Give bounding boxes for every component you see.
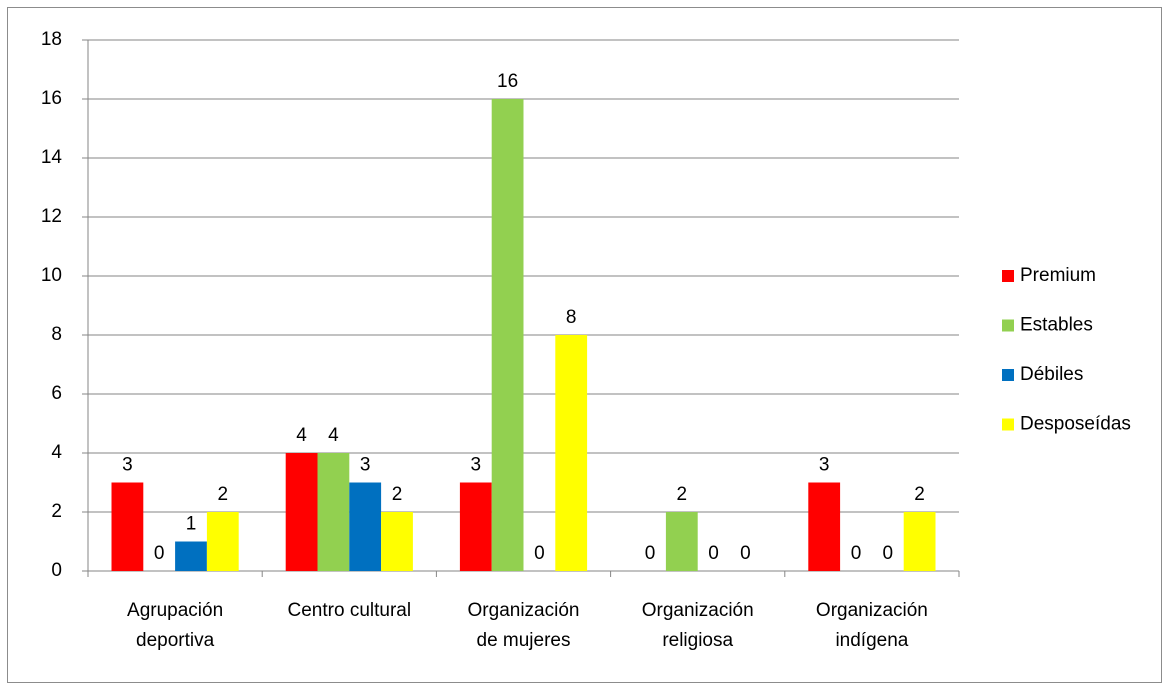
bar	[555, 335, 588, 571]
data-label: 3	[471, 455, 482, 476]
x-tick-label: Organización	[816, 600, 928, 621]
data-label: 1	[186, 514, 197, 535]
data-label: 2	[392, 484, 403, 505]
data-label: 0	[645, 543, 656, 564]
y-tick-label: 2	[51, 501, 62, 522]
legend-label: Débiles	[1020, 364, 1083, 385]
y-tick-label: 4	[51, 442, 62, 463]
bar	[491, 99, 524, 571]
data-label: 0	[534, 543, 545, 564]
bar	[285, 453, 318, 571]
x-tick-label: de mujeres	[477, 630, 571, 651]
x-tick-label: deportiva	[136, 630, 215, 651]
data-label: 16	[497, 71, 518, 92]
bar	[175, 541, 207, 571]
data-label: 3	[360, 455, 371, 476]
y-tick-label: 14	[41, 147, 63, 168]
bar	[665, 512, 698, 571]
x-tick-label: Organización	[468, 600, 580, 621]
data-label: 0	[708, 543, 719, 564]
y-tick-label: 18	[41, 29, 62, 50]
data-label: 3	[819, 455, 830, 476]
data-label: 0	[740, 543, 751, 564]
data-label: 3	[122, 455, 133, 476]
bar	[349, 482, 382, 571]
x-tick-label: Centro cultural	[288, 600, 412, 621]
y-tick-label: 6	[51, 383, 62, 404]
bar	[111, 482, 144, 571]
bar	[381, 512, 413, 571]
bar	[206, 512, 239, 571]
y-tick-label: 10	[41, 265, 62, 286]
y-tick-label: 0	[51, 560, 62, 581]
data-label: 4	[328, 425, 339, 446]
legend-swatch	[1002, 418, 1014, 431]
data-label: 8	[566, 307, 577, 328]
y-tick-label: 8	[51, 324, 62, 345]
bar	[808, 482, 841, 571]
data-label: 2	[677, 484, 688, 505]
y-tick-label: 12	[41, 206, 62, 227]
data-label: 4	[296, 425, 307, 446]
bar	[903, 512, 936, 571]
x-tick-label: Organización	[642, 600, 754, 621]
bar	[459, 482, 492, 571]
x-tick-label: Agrupación	[127, 600, 223, 621]
data-label: 0	[883, 543, 894, 564]
legend-swatch	[1002, 369, 1014, 381]
y-tick-label: 16	[41, 88, 62, 109]
legend-swatch	[1002, 270, 1014, 282]
legend-swatch	[1002, 319, 1014, 332]
legend-label: Desposeídas	[1020, 414, 1131, 435]
legend-label: Premium	[1020, 265, 1096, 286]
legend-label: Estables	[1020, 315, 1093, 336]
data-label: 2	[914, 484, 925, 505]
data-label: 2	[218, 484, 229, 505]
x-tick-label: indígena	[835, 630, 908, 651]
x-tick-label: religiosa	[662, 630, 733, 651]
data-label: 0	[851, 543, 862, 564]
data-label: 0	[154, 543, 165, 564]
bar	[317, 453, 350, 571]
